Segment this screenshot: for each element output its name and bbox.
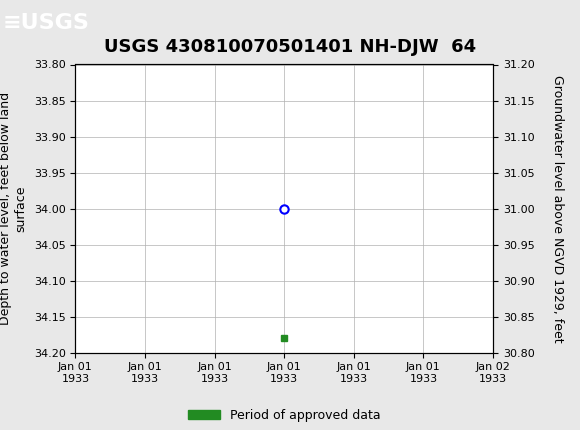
Text: ≡USGS: ≡USGS <box>3 12 90 33</box>
Legend: Period of approved data: Period of approved data <box>183 404 385 427</box>
Y-axis label: Groundwater level above NGVD 1929, feet: Groundwater level above NGVD 1929, feet <box>551 75 564 342</box>
Y-axis label: Depth to water level, feet below land
surface: Depth to water level, feet below land su… <box>0 92 27 325</box>
Text: USGS 430810070501401 NH-DJW  64: USGS 430810070501401 NH-DJW 64 <box>104 38 476 56</box>
